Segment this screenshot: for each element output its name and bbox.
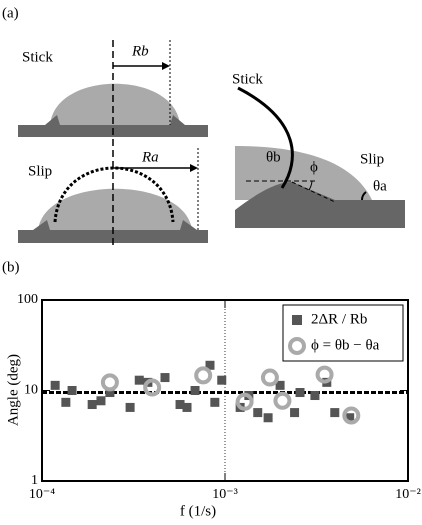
droplet xyxy=(50,83,180,125)
guide xyxy=(291,181,336,203)
previous-outline xyxy=(53,166,175,223)
point xyxy=(182,402,192,412)
point xyxy=(50,380,60,390)
point xyxy=(263,413,273,423)
label: Ra xyxy=(141,149,159,165)
label: Slip xyxy=(360,151,384,167)
point xyxy=(342,406,361,425)
angle-arc xyxy=(308,180,313,191)
y-tick-label: 10 xyxy=(24,383,38,398)
x-tick-label: 10⁻³ xyxy=(212,487,238,502)
y-tick-label: 100 xyxy=(17,292,38,307)
label: θa xyxy=(373,178,387,194)
point xyxy=(194,366,213,385)
angle-arc xyxy=(361,191,367,201)
point xyxy=(273,391,292,410)
point xyxy=(143,378,162,397)
stick-contour xyxy=(237,86,294,189)
point xyxy=(134,375,144,385)
label: Stick xyxy=(22,49,53,65)
panel-label: (b) xyxy=(2,259,20,275)
point xyxy=(190,386,200,395)
point xyxy=(205,360,215,370)
diagram: (a) Stick Rb Slip Ra Stick θb ϕ Slip θa xyxy=(2,5,405,246)
substrate xyxy=(235,182,405,228)
label: ϕ xyxy=(310,159,318,175)
legend-label: ϕ = θb − θa xyxy=(311,337,380,353)
label: Stick xyxy=(232,71,263,87)
point xyxy=(235,392,254,411)
point xyxy=(61,397,71,407)
y-tick-label: 1 xyxy=(31,473,38,488)
substrate xyxy=(18,230,208,243)
point xyxy=(260,368,279,387)
label: Slip xyxy=(28,163,52,179)
legend-marker xyxy=(292,315,302,325)
wedge xyxy=(45,115,185,125)
point xyxy=(125,402,135,412)
point xyxy=(67,386,77,395)
point xyxy=(330,408,340,418)
panel-label: (a) xyxy=(2,5,19,21)
legend-marker xyxy=(288,337,306,355)
plot-frame xyxy=(41,299,409,482)
arrow-head xyxy=(190,164,198,172)
x-axis-label: f (1/s) xyxy=(180,503,216,519)
point xyxy=(253,408,263,418)
droplet xyxy=(38,188,192,230)
point xyxy=(160,373,170,383)
droplet xyxy=(235,146,372,200)
point xyxy=(345,413,355,423)
point xyxy=(96,396,106,406)
point xyxy=(100,373,119,392)
point xyxy=(175,400,185,410)
y-axis-label: Angle (deg) xyxy=(5,354,21,426)
point xyxy=(275,380,285,390)
point xyxy=(315,365,334,384)
arrow-head xyxy=(162,62,170,70)
point xyxy=(105,388,115,398)
x-tick-label: 10⁻⁴ xyxy=(29,487,55,502)
label: Rb xyxy=(131,43,149,59)
point xyxy=(290,408,300,418)
x-tick-label: 10⁻² xyxy=(395,487,421,502)
point xyxy=(217,375,227,385)
legend-label: 2ΔR / Rb xyxy=(311,311,367,327)
point xyxy=(87,400,97,410)
label: θb xyxy=(266,149,281,165)
chart: (b) f (1/s) Angle (deg) 10⁻⁴ 10⁻³ 10⁻² 1 10 1… xyxy=(2,259,421,519)
point xyxy=(210,397,220,407)
point xyxy=(295,388,305,398)
wedge xyxy=(33,220,197,230)
point xyxy=(310,391,320,401)
